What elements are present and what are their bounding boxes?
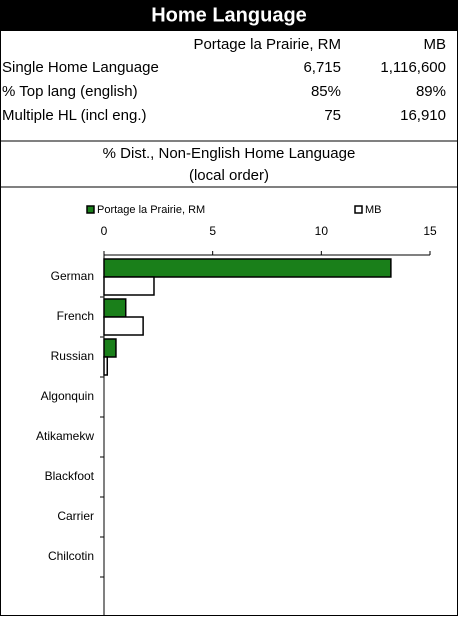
bar [103, 276, 155, 296]
legend-label: MB [365, 204, 382, 216]
chart-title: % Dist., Non-English Home Language [103, 145, 356, 162]
row-label: % Top lang (english) [2, 83, 138, 100]
cell: 89% [416, 83, 446, 100]
x-tick-label: 5 [209, 224, 216, 238]
row-label: Multiple HL (incl eng.) [2, 107, 147, 124]
bar [103, 316, 144, 336]
chart-subtitle: (local order) [189, 167, 269, 184]
y-tick-label: German [51, 269, 94, 283]
legend-swatch [86, 205, 95, 214]
legend-swatch [354, 205, 363, 214]
y-tick-label: Algonquin [41, 389, 94, 403]
bar [103, 258, 392, 278]
title: Home Language [151, 4, 307, 26]
cell: 1,116,600 [380, 59, 446, 76]
cell: 6,715 [303, 59, 341, 76]
y-tick-label: Atikamekw [36, 429, 94, 443]
cell: 16,910 [400, 107, 446, 124]
x-tick-label: 0 [101, 224, 108, 238]
column-header: Portage la Prairie, RM [193, 36, 341, 53]
cell: 85% [311, 83, 341, 100]
y-tick-label: Chilcotin [48, 549, 94, 563]
y-tick-label: Russian [51, 349, 94, 363]
legend-label: Portage la Prairie, RM [97, 204, 205, 216]
x-tick-label: 10 [315, 224, 329, 238]
y-tick-label: Blackfoot [45, 469, 95, 483]
cell: 75 [324, 107, 341, 124]
title-bar [0, 0, 458, 31]
bar [103, 356, 109, 376]
y-tick-label: French [57, 309, 94, 323]
bar [103, 298, 127, 318]
column-header: MB [424, 36, 447, 53]
row-label: Single Home Language [2, 59, 159, 76]
bar [103, 338, 117, 358]
y-tick-label: Carrier [57, 509, 94, 523]
x-tick-label: 15 [423, 224, 437, 238]
